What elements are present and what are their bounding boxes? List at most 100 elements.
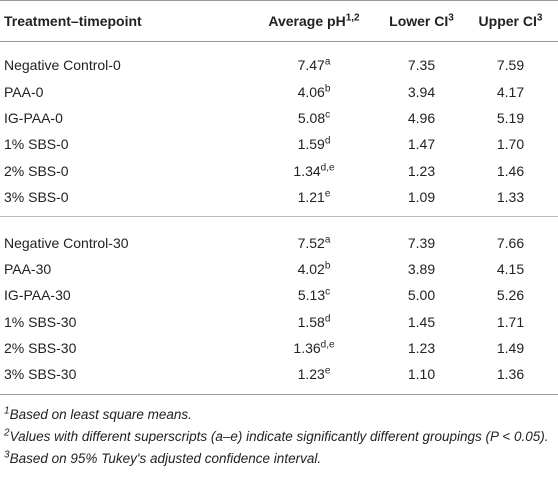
cell-value: 5.13	[297, 287, 326, 304]
cell-text: 1.23	[407, 340, 436, 357]
table-cell: 2% SBS-0	[0, 158, 244, 184]
cell-text: 2% SBS-30	[4, 340, 77, 357]
cell-text: 5.26	[496, 287, 525, 304]
table-row: IG-PAA-30 5.13c 5.00 5.26	[0, 282, 558, 308]
table-cell: IG-PAA-30	[0, 282, 244, 308]
header-row: Treatment–timepoint Average pH1,2 Lower CI…	[0, 0, 558, 42]
header-superscript: 1,2	[345, 12, 360, 24]
header-text: Treatment–timepoint	[4, 13, 142, 29]
row-group: Negative Control-0 7.47a 7.35 7.59 PAA-0 4.06…	[0, 42, 558, 218]
column-header: Average pH1,2	[244, 0, 384, 42]
table-cell: 1.09	[384, 183, 459, 218]
cell-text: 5.00	[407, 287, 436, 304]
header-text: Lower CI	[389, 13, 449, 29]
cell-value: 4.06	[297, 83, 325, 100]
cell-value: 1.21	[297, 189, 325, 206]
table-cell: 3.89	[384, 256, 459, 282]
header-text: Upper CI	[478, 13, 537, 29]
cell-text: 1.09	[407, 189, 436, 206]
footnote-text: Based on 95% Tukey's adjusted confidence…	[9, 450, 322, 466]
table-cell: 4.17	[459, 78, 558, 104]
table-cell: 1% SBS-0	[0, 131, 244, 157]
cell-text: 3% SBS-30	[4, 366, 77, 383]
table-row: 3% SBS-0 1.21e 1.09 1.33	[0, 183, 558, 218]
table-row: Negative Control-0 7.47a 7.35 7.59	[0, 42, 558, 79]
table-cell: 1.23	[384, 158, 459, 184]
cell-text: PAA-0	[4, 83, 44, 100]
cell-text: 1% SBS-0	[4, 136, 69, 153]
table-cell: 1.59d	[244, 131, 384, 157]
cell-text: 1.33	[496, 189, 525, 206]
cell-superscript: d,e	[320, 339, 335, 351]
table-cell: 1.33	[459, 183, 558, 218]
footnote-marker: 1	[4, 405, 10, 417]
table-cell: 4.96	[384, 105, 459, 131]
cell-superscript: b	[324, 82, 331, 94]
header-superscript: 3	[536, 12, 543, 24]
table-cell: 1.23e	[244, 361, 384, 395]
table-cell: 3% SBS-0	[0, 183, 244, 218]
cell-value: 5.08	[297, 109, 326, 126]
cell-text: 1.49	[496, 340, 525, 357]
table-cell: 1.71	[459, 309, 558, 335]
table-cell: 5.19	[459, 105, 558, 131]
table-cell: 4.15	[459, 256, 558, 282]
cell-value: 7.47	[297, 57, 325, 74]
cell-text: IG-PAA-0	[4, 109, 63, 126]
cell-superscript: a	[324, 233, 331, 245]
table-row: Negative Control-30 7.52a 7.39 7.66	[0, 217, 558, 256]
row-group: Negative Control-30 7.52a 7.39 7.66 PAA-30 4.…	[0, 217, 558, 395]
cell-text: IG-PAA-30	[4, 287, 71, 304]
table-row: IG-PAA-0 5.08c 4.96 5.19	[0, 105, 558, 131]
cell-text: 7.39	[407, 234, 436, 251]
table-cell: PAA-0	[0, 78, 244, 104]
table-row: 2% SBS-30 1.36d,e 1.23 1.49	[0, 335, 558, 361]
table-cell: 7.39	[384, 217, 459, 256]
cell-text: 1% SBS-30	[4, 313, 77, 330]
table-cell: 7.47a	[244, 42, 384, 79]
cell-text: 1.10	[407, 366, 436, 383]
cell-value: 1.34	[293, 162, 321, 179]
cell-superscript: d,e	[320, 162, 335, 174]
table-cell: 7.52a	[244, 217, 384, 256]
table-cell: 7.35	[384, 42, 459, 79]
footnote: 3Based on 95% Tukey's adjusted confidenc…	[4, 449, 554, 468]
table-cell: 1.49	[459, 335, 558, 361]
table-cell: 5.08c	[244, 105, 384, 131]
table-cell: 2% SBS-30	[0, 335, 244, 361]
header-text: Average pH	[268, 13, 346, 29]
header-superscript: 3	[448, 12, 454, 24]
cell-value: 1.36	[293, 340, 321, 357]
cell-text: PAA-30	[4, 260, 52, 277]
cell-value: 4.02	[297, 260, 325, 277]
cell-text: 4.17	[496, 83, 525, 100]
table-cell: Negative Control-0	[0, 42, 244, 79]
table-cell: 7.66	[459, 217, 558, 256]
table-cell: 1.36d,e	[244, 335, 384, 361]
cell-superscript: e	[324, 188, 331, 200]
table-cell: 5.13c	[244, 282, 384, 308]
table-cell: 4.02b	[244, 256, 384, 282]
cell-text: 1.46	[496, 162, 525, 179]
footnote-marker: 3	[4, 449, 10, 461]
cell-text: 3.89	[407, 260, 436, 277]
cell-text: Negative Control-0	[4, 57, 121, 74]
cell-superscript: a	[324, 56, 331, 68]
table-row: PAA-30 4.02b 3.89 4.15	[0, 256, 558, 282]
cell-text: Negative Control-30	[4, 234, 129, 251]
table-cell: 1.45	[384, 309, 459, 335]
cell-superscript: d	[324, 135, 331, 147]
footnotes: 1Based on least square means. 2Values wit…	[0, 395, 558, 468]
cell-superscript: d	[324, 313, 331, 325]
column-header: Lower CI3	[384, 0, 459, 42]
table-cell: 1.70	[459, 131, 558, 157]
cell-text: 7.35	[407, 57, 436, 74]
table-cell: 3.94	[384, 78, 459, 104]
cell-text: 7.66	[496, 234, 525, 251]
cell-value: 7.52	[297, 234, 325, 251]
table-cell: 1.21e	[244, 183, 384, 218]
cell-text: 5.19	[496, 109, 525, 126]
cell-text: 4.15	[496, 260, 525, 277]
cell-superscript: c	[325, 109, 331, 121]
